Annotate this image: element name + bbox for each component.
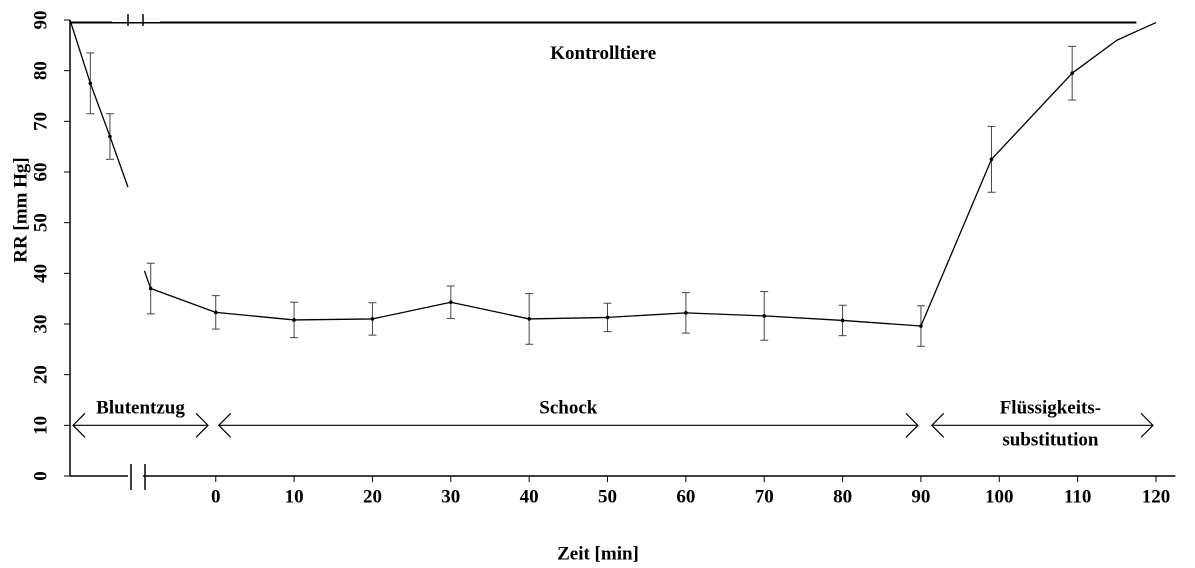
phase-label: Schock (539, 398, 598, 419)
data-point (762, 314, 767, 318)
y-tick-label: 70 (30, 112, 51, 131)
y-tick-label: 40 (30, 264, 51, 283)
phase-label: Blutentzug (96, 398, 185, 419)
x-tick-label: 60 (676, 486, 695, 507)
data-point (108, 134, 112, 139)
y-tick-label: 0 (30, 471, 51, 481)
x-tick-label: 100 (985, 486, 1014, 507)
data-line (143, 270, 921, 327)
x-tick-label: 70 (755, 486, 774, 507)
y-tick-label: 80 (30, 61, 51, 80)
data-point (527, 317, 531, 321)
arrow-head (217, 412, 232, 438)
y-tick-label: 30 (30, 315, 51, 334)
x-tick-label: 90 (911, 486, 930, 507)
y-tick-label: 60 (30, 163, 51, 182)
phase-arrow (930, 412, 1154, 438)
data-point (1070, 71, 1074, 75)
y-tick-label: 20 (30, 365, 51, 384)
data-line (69, 19, 129, 188)
arrow-head (1140, 412, 1154, 438)
y-tick-label: 50 (30, 213, 51, 232)
data-point (840, 318, 845, 323)
phase-arrow (72, 412, 209, 438)
arrow-head (905, 412, 919, 438)
data-point (449, 300, 453, 305)
x-axis-label: Zeit [min] (557, 543, 639, 564)
y-tick-label: 10 (30, 416, 51, 435)
data-point (370, 317, 375, 321)
x-tick-label: 120 (1142, 486, 1171, 507)
data-point (605, 315, 610, 320)
data-point (213, 310, 218, 315)
arrow-head (930, 412, 945, 438)
y-tick-label: 90 (30, 11, 51, 30)
data-point (989, 157, 994, 162)
series-label: Kontrolltiere (550, 43, 656, 64)
x-tick-label: 10 (285, 486, 304, 507)
phase-label: Flüssigkeits- (1000, 398, 1101, 419)
x-tick-label: 40 (520, 486, 539, 507)
y-axis-label: RR [mm Hg] (10, 157, 31, 263)
data-point (684, 311, 688, 315)
axis-break (112, 14, 160, 490)
x-tick-label: 30 (441, 486, 460, 507)
x-tick-label: 20 (363, 486, 382, 507)
x-tick-label: 0 (211, 486, 221, 507)
data-point (292, 318, 296, 322)
x-tick-label: 110 (1064, 486, 1091, 507)
arrow-head (195, 412, 209, 438)
arrow-head (72, 412, 86, 438)
x-tick-label: 50 (598, 486, 617, 507)
phase-arrow (217, 412, 919, 438)
data-point (88, 81, 93, 86)
phase-label: substitution (1002, 430, 1099, 451)
data-point (148, 286, 153, 291)
data-line (920, 21, 1157, 327)
x-tick-label: 80 (833, 486, 852, 507)
